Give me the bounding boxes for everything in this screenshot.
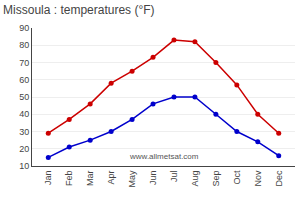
svg-text:90: 90 (19, 23, 29, 33)
svg-text:80: 80 (19, 40, 29, 50)
svg-text:Sep: Sep (211, 171, 221, 187)
svg-text:Apr: Apr (106, 171, 116, 185)
svg-text:60: 60 (19, 75, 29, 85)
svg-text:10: 10 (19, 161, 29, 171)
svg-text:Jul: Jul (169, 171, 179, 183)
svg-text:www.allmetsat.com: www.allmetsat.com (129, 152, 199, 161)
svg-text:70: 70 (19, 58, 29, 68)
svg-text:Jan: Jan (43, 171, 53, 186)
svg-text:Aug: Aug (190, 171, 200, 187)
svg-text:50: 50 (19, 92, 29, 102)
svg-text:Missoula : temperatures (°F): Missoula : temperatures (°F) (3, 3, 155, 17)
svg-text:Nov: Nov (253, 170, 263, 187)
svg-text:40: 40 (19, 109, 29, 119)
svg-text:Feb: Feb (64, 171, 74, 187)
svg-text:Dec: Dec (274, 170, 284, 187)
svg-text:30: 30 (19, 127, 29, 137)
svg-text:20: 20 (19, 144, 29, 154)
svg-text:Jun: Jun (148, 171, 158, 186)
svg-text:Oct: Oct (232, 170, 242, 185)
svg-text:Mar: Mar (85, 171, 95, 187)
svg-text:May: May (127, 170, 137, 188)
